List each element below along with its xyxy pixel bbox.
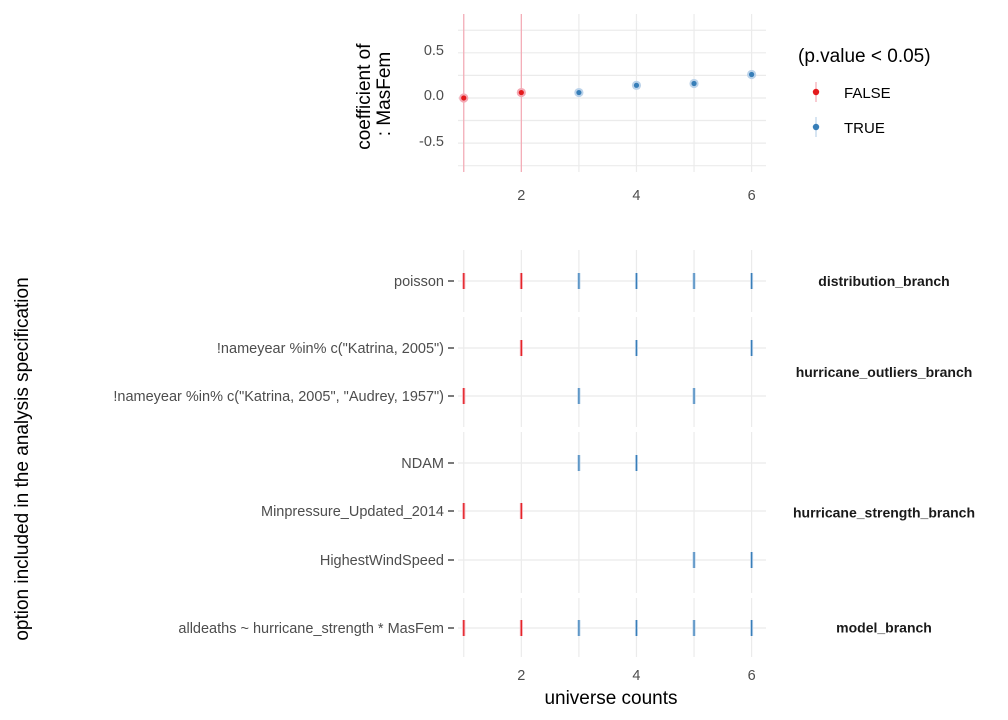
panel-strip-label: model_branch bbox=[836, 620, 932, 636]
panel-strip-label: distribution_branch bbox=[818, 273, 949, 289]
option-label: HighestWindSpeed bbox=[320, 553, 444, 569]
universe-mark bbox=[693, 273, 695, 289]
coefficient-point bbox=[633, 82, 640, 88]
specification-x-tick-labels: 2 4 6 bbox=[517, 668, 755, 684]
y-axis-title-line-2: : MasFem bbox=[374, 52, 395, 136]
panel-strip-label: hurricane_strength_branch bbox=[793, 505, 975, 521]
legend-false-key-dot bbox=[812, 88, 820, 96]
legend-true-key-dot bbox=[812, 123, 820, 131]
universe-mark bbox=[520, 620, 522, 636]
x-tick-label: 2 bbox=[517, 188, 525, 204]
y-tick-label: 0.0 bbox=[424, 88, 444, 104]
coefficient-y-axis-title: coefficient of : MasFem bbox=[354, 38, 395, 150]
universe-mark bbox=[463, 388, 465, 404]
universe-mark bbox=[635, 340, 638, 356]
universe-mark bbox=[635, 620, 638, 636]
coefficient-point bbox=[461, 95, 467, 101]
universe-mark bbox=[578, 620, 580, 636]
coefficient-point bbox=[518, 89, 524, 96]
legend-title: (p.value < 0.05) bbox=[798, 46, 931, 67]
universe-mark bbox=[463, 273, 465, 289]
legend: (p.value < 0.05) FALSE TRUE bbox=[798, 46, 931, 137]
y-tick-label: 0.5 bbox=[424, 43, 444, 59]
universe-mark bbox=[751, 620, 753, 636]
coefficient-panel: 0.5 0.0 -0.5 2 4 6 coefficient of : MasFem bbox=[354, 14, 766, 204]
universe-mark bbox=[463, 503, 465, 519]
universe-mark bbox=[751, 340, 753, 356]
universe-mark bbox=[520, 273, 522, 289]
universe-mark bbox=[578, 455, 580, 471]
x-tick-label: 6 bbox=[748, 188, 756, 204]
universe-mark bbox=[520, 340, 522, 356]
x-tick-label: 2 bbox=[517, 668, 525, 684]
specification-panels: poisson distribution_branch !nameyear %in%… bbox=[113, 250, 975, 657]
panel-hurricane_outliers_branch: !nameyear %in% c("Katrina, 2005") !nameye… bbox=[113, 317, 972, 427]
universe-mark bbox=[751, 273, 753, 289]
universe-mark bbox=[578, 388, 580, 404]
x-tick-label: 4 bbox=[632, 188, 640, 204]
universe-mark bbox=[520, 503, 522, 519]
y-axis-title: option included in the analysis specific… bbox=[12, 277, 33, 640]
coefficient-gridlines bbox=[458, 14, 766, 172]
legend-false-label: FALSE bbox=[844, 85, 891, 102]
coefficient-point bbox=[749, 71, 755, 78]
option-label: poisson bbox=[394, 274, 444, 290]
universe-mark bbox=[635, 273, 638, 289]
option-label: alldeaths ~ hurricane_strength * MasFem bbox=[178, 621, 444, 637]
legend-true-label: TRUE bbox=[844, 120, 885, 137]
legend-entry-false: FALSE bbox=[812, 82, 891, 102]
universe-mark bbox=[463, 620, 465, 636]
panel-distribution_branch: poisson distribution_branch bbox=[394, 250, 950, 312]
coefficient-y-tick-labels: 0.5 0.0 -0.5 bbox=[419, 43, 444, 150]
coefficient-point bbox=[691, 80, 697, 87]
x-tick-label: 4 bbox=[632, 668, 640, 684]
panel-model_branch: alldeaths ~ hurricane_strength * MasFem m… bbox=[178, 598, 932, 657]
x-axis-title: universe counts bbox=[544, 688, 677, 709]
panel-hurricane_strength_branch: NDAM Minpressure_Updated_2014 HighestWindS… bbox=[261, 432, 975, 593]
coefficient-x-tick-labels: 2 4 6 bbox=[517, 188, 755, 204]
x-tick-label: 6 bbox=[748, 668, 756, 684]
coefficient-marks bbox=[459, 14, 757, 172]
coefficient-point bbox=[576, 89, 582, 96]
option-label: NDAM bbox=[401, 456, 444, 472]
option-label: !nameyear %in% c("Katrina, 2005") bbox=[217, 341, 444, 357]
panel-strip-label: hurricane_outliers_branch bbox=[796, 364, 973, 380]
universe-mark bbox=[693, 620, 695, 636]
option-label: Minpressure_Updated_2014 bbox=[261, 504, 444, 520]
legend-entry-true: TRUE bbox=[812, 117, 885, 137]
universe-mark bbox=[751, 552, 753, 568]
option-label: !nameyear %in% c("Katrina, 2005", "Audre… bbox=[113, 389, 444, 405]
y-axis-title-line-1: coefficient of bbox=[354, 43, 375, 150]
universe-mark bbox=[635, 455, 638, 471]
universe-mark bbox=[693, 552, 695, 568]
y-tick-label: -0.5 bbox=[419, 134, 444, 150]
universe-mark bbox=[578, 273, 580, 289]
universe-mark bbox=[693, 388, 695, 404]
